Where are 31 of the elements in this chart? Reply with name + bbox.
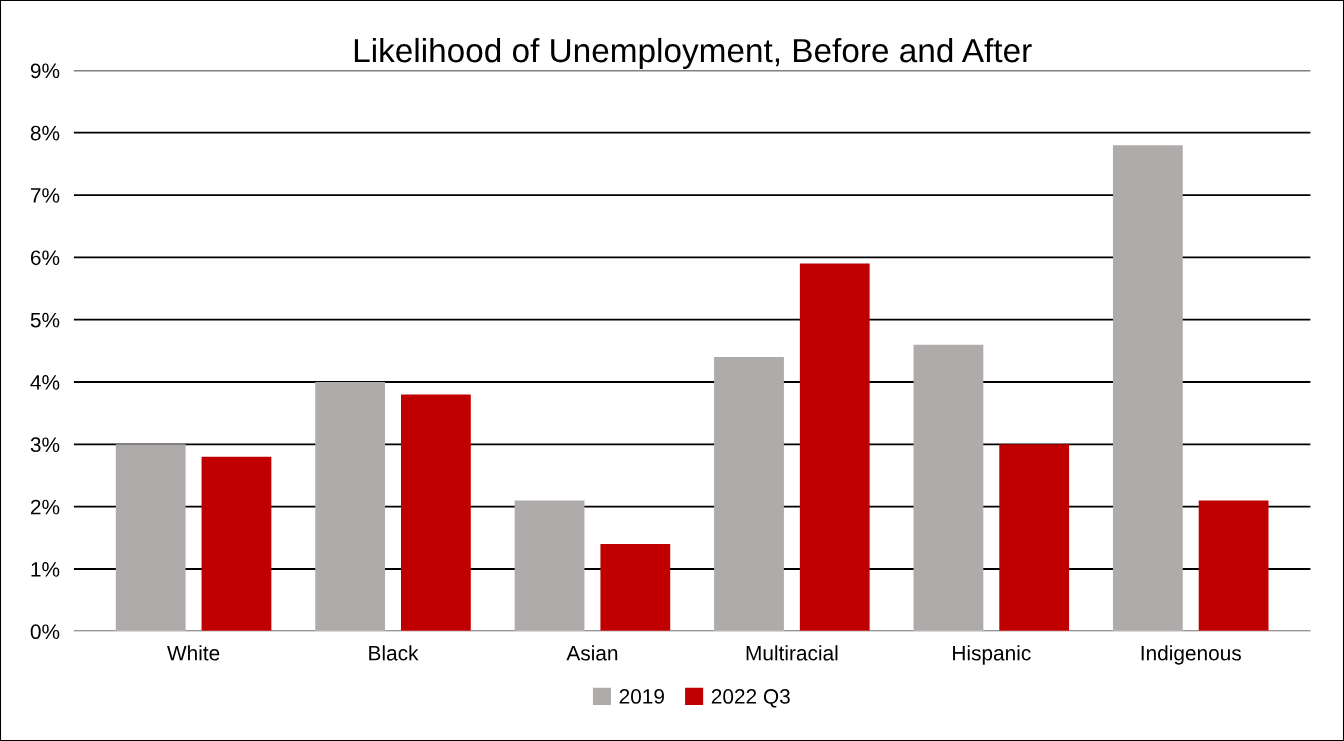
x-tick-label: White [167, 645, 220, 661]
bar [514, 500, 585, 632]
y-tick-label: 9% [30, 63, 60, 79]
chart-title: Likelihood of Unemployment, Before and After [354, 37, 1032, 69]
bar [115, 444, 186, 632]
y-tick-label: 4% [30, 375, 60, 390]
bar [400, 394, 471, 632]
bar [999, 444, 1070, 632]
y-tick-label: 7% [30, 188, 60, 203]
bar [600, 544, 671, 632]
x-tick-label: Indigenous [1141, 645, 1241, 665]
y-tick-label: 2% [30, 499, 60, 515]
y-tick-label: 6% [30, 250, 60, 266]
y-tick-label: 1% [31, 562, 60, 577]
bar [799, 263, 870, 632]
bar [1198, 500, 1269, 632]
bar [913, 344, 984, 632]
bar [714, 357, 784, 632]
y-tick-label: 8% [30, 125, 60, 141]
bar [201, 456, 272, 632]
bar [1112, 145, 1183, 632]
legend-label: 2022 Q3 [711, 689, 790, 708]
x-tick-label: Black [369, 645, 419, 661]
y-tick-label: 5% [30, 312, 60, 328]
y-tick-label: 3% [30, 437, 60, 453]
x-tick-label: Hispanic [953, 645, 1031, 665]
bar [315, 382, 386, 632]
x-tick-label: Asian [566, 645, 618, 661]
y-tick-label: 0% [30, 624, 60, 640]
legend-label: 2019 [619, 689, 664, 704]
x-tick-label: Multiracial [746, 645, 838, 661]
